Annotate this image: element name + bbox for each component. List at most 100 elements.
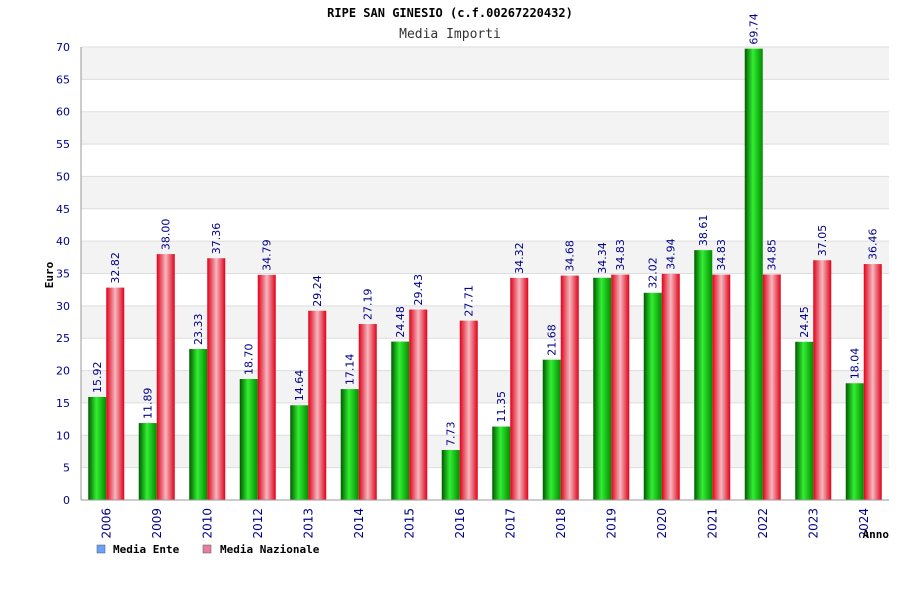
value-label: 18.70 <box>243 343 256 375</box>
value-label: 24.45 <box>798 306 811 338</box>
grid-band <box>81 208 889 242</box>
x-tick-label: 2010 <box>200 508 214 539</box>
value-label: 32.02 <box>647 257 660 289</box>
y-tick-label: 60 <box>56 106 70 119</box>
value-label: 32.82 <box>109 252 122 284</box>
bar-media-ente-2016 <box>441 449 460 500</box>
y-tick-label: 10 <box>56 429 70 442</box>
value-label: 27.71 <box>463 285 476 317</box>
bar-media-ente-2021 <box>694 250 713 500</box>
value-label: 34.68 <box>564 240 577 272</box>
y-tick-label: 35 <box>56 268 70 281</box>
value-label: 37.05 <box>816 225 829 257</box>
y-tick-label: 5 <box>63 462 70 475</box>
x-tick-label: 2013 <box>301 508 315 539</box>
bar-media-ente-2023 <box>795 341 814 500</box>
bar-media-ente-2009 <box>138 423 157 500</box>
bar-media-nazionale-2015 <box>409 309 428 500</box>
x-tick-label: 2020 <box>655 508 669 539</box>
bar-media-ente-2014 <box>340 389 359 500</box>
y-tick-label: 70 <box>56 41 70 54</box>
value-label: 27.19 <box>362 289 375 321</box>
x-tick-label: 2023 <box>806 508 820 539</box>
x-tick-label: 2022 <box>756 508 770 539</box>
value-label: 11.89 <box>142 388 155 420</box>
y-tick-label: 45 <box>56 203 70 216</box>
grid-band <box>81 79 889 112</box>
value-label: 34.32 <box>513 242 526 274</box>
bar-media-ente-2015 <box>391 341 410 500</box>
x-tick-label: 2016 <box>453 508 467 539</box>
bar-media-ente-2022 <box>744 48 763 501</box>
y-tick-label: 40 <box>56 235 70 248</box>
bar-media-ente-2013 <box>290 405 309 500</box>
x-tick-label: 2017 <box>503 508 517 539</box>
bar-media-nazionale-2012 <box>257 274 276 500</box>
value-label: 34.83 <box>614 239 627 271</box>
y-tick-label: 0 <box>63 494 70 507</box>
value-label: 37.36 <box>210 223 223 255</box>
value-label: 34.34 <box>596 242 609 274</box>
legend-swatch-media-ente <box>96 544 106 554</box>
x-tick-label: 2006 <box>99 508 113 539</box>
bar-media-ente-2010 <box>189 349 208 500</box>
grid-band <box>81 176 889 209</box>
y-tick-label: 15 <box>56 397 70 410</box>
bar-media-ente-2012 <box>239 378 258 500</box>
bar-media-nazionale-2022 <box>762 274 781 500</box>
y-tick-label: 30 <box>56 300 70 313</box>
value-label: 38.00 <box>160 219 173 251</box>
bar-media-ente-2018 <box>542 359 561 500</box>
bar-media-nazionale-2014 <box>358 324 377 500</box>
value-label: 38.61 <box>697 215 710 247</box>
bar-media-ente-2024 <box>845 383 864 500</box>
value-label: 15.92 <box>91 361 104 393</box>
x-tick-label: 2015 <box>402 508 416 539</box>
bar-media-ente-2017 <box>492 426 511 500</box>
grid-band <box>81 144 889 177</box>
legend-swatch-media-nazionale <box>202 544 212 554</box>
x-tick-label: 2024 <box>857 508 871 539</box>
legend: Media Ente Media Nazionale <box>96 543 320 556</box>
bar-media-ente-2006 <box>88 396 107 500</box>
value-label: 34.85 <box>766 239 779 271</box>
value-label: 18.04 <box>849 348 862 380</box>
bar-media-ente-2019 <box>593 277 612 500</box>
y-tick-label: 50 <box>56 170 70 183</box>
x-tick-label: 2009 <box>150 508 164 539</box>
bar-media-nazionale-2021 <box>712 274 731 500</box>
legend-label-media-ente: Media Ente <box>113 543 180 556</box>
bar-media-nazionale-2018 <box>560 275 579 500</box>
value-label: 7.73 <box>445 421 458 446</box>
bar-media-nazionale-2009 <box>156 254 175 500</box>
value-label: 24.48 <box>394 306 407 338</box>
value-label: 23.33 <box>192 314 205 346</box>
bar-media-nazionale-2023 <box>813 260 832 500</box>
value-label: 29.24 <box>311 275 324 307</box>
bar-media-nazionale-2020 <box>661 273 680 500</box>
bar-media-nazionale-2024 <box>863 264 882 500</box>
chart-title: RIPE SAN GINESIO (c.f.00267220432) <box>327 6 573 20</box>
bar-media-nazionale-2016 <box>459 320 478 500</box>
x-axis-ticks: 2006 2009 2010 2012 2013 2014 2015 2016 2017 2018… <box>99 508 871 539</box>
x-tick-label: 2012 <box>251 508 265 539</box>
x-tick-label: 2018 <box>554 508 568 539</box>
bars <box>88 48 882 501</box>
value-label: 34.83 <box>715 239 728 271</box>
y-tick-label: 55 <box>56 138 70 151</box>
value-label: 36.46 <box>867 229 880 261</box>
grid-band <box>81 111 889 145</box>
value-label: 21.68 <box>546 324 559 356</box>
value-labels: 15.92 32.82 11.89 38.00 23.33 37.36 18.70 34.79… <box>91 13 880 446</box>
y-tick-label: 25 <box>56 332 70 345</box>
value-label: 29.43 <box>412 274 425 306</box>
legend-label-media-nazionale: Media Nazionale <box>220 543 320 556</box>
value-label: 17.14 <box>344 354 357 386</box>
x-axis-label: Anno <box>863 528 890 541</box>
bar-media-nazionale-2019 <box>611 274 630 500</box>
bar-media-nazionale-2010 <box>207 258 226 500</box>
y-tick-label: 20 <box>56 365 70 378</box>
value-label: 14.64 <box>293 370 306 402</box>
bar-media-ente-2020 <box>643 292 662 500</box>
